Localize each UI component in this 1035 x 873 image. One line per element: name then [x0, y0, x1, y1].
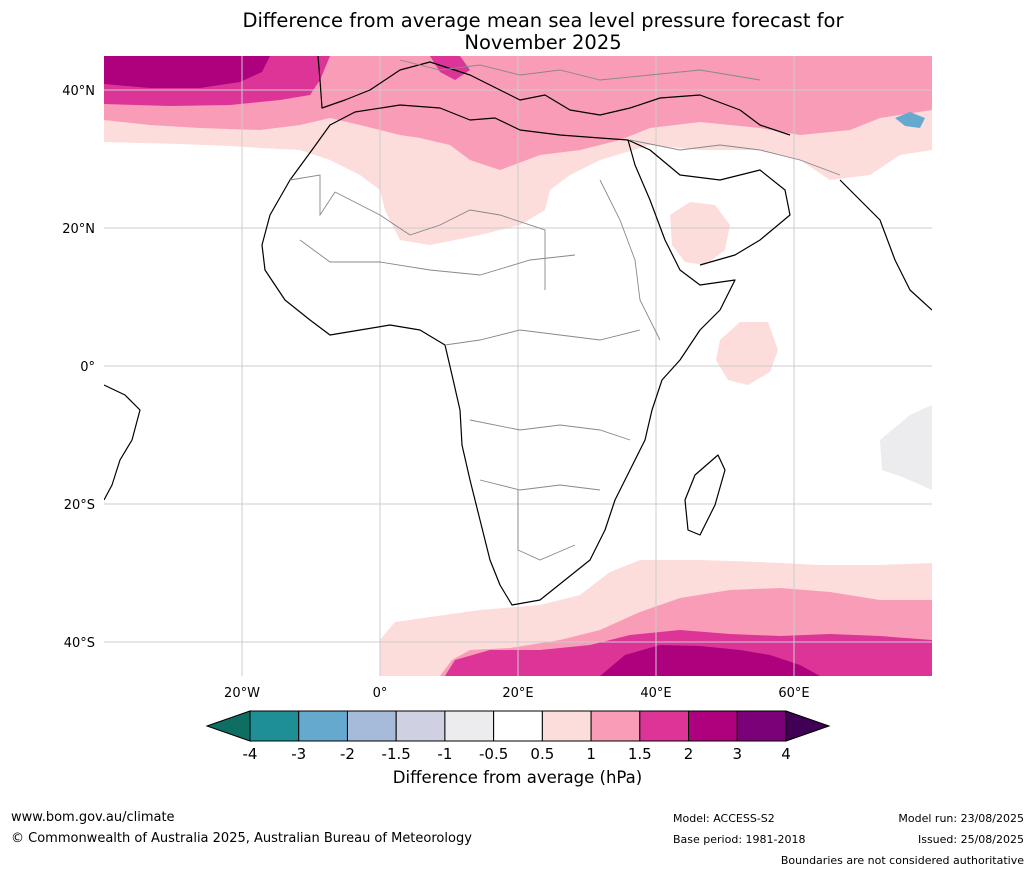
- footer-model-run: Model run: 23/08/2025: [898, 812, 1024, 825]
- border-north-africa: [334, 191, 546, 290]
- colorbar-tick-label: 1: [586, 745, 596, 763]
- anomaly-arabia-0.5: [670, 202, 730, 265]
- colorbar-segment: [590, 710, 641, 742]
- footer-url[interactable]: www.bom.gov.au/climate: [11, 810, 175, 825]
- footer-issued: Issued: 25/08/2025: [917, 833, 1024, 846]
- colorbar-labels: -4 -3 -2 -1.5 -1 -0.5 0.5 1 1.5 2 3 4: [243, 745, 791, 763]
- border-europe: [399, 59, 761, 81]
- colorbar-tick-label: 2: [684, 745, 694, 763]
- colorbar-tick-label: -2: [340, 745, 355, 763]
- title-line-1: Difference from average mean sea level p…: [242, 9, 844, 32]
- colorbar-tick-label: -1: [437, 745, 452, 763]
- colorbar-tick-label: -3: [291, 745, 306, 763]
- map-title: Difference from average mean sea level p…: [0, 10, 1035, 54]
- colorbar-segment: [541, 710, 592, 742]
- colorbar-tick-label: -0.5: [479, 745, 508, 763]
- footer-copyright: © Commonwealth of Australia 2025, Austra…: [11, 831, 472, 846]
- border-central: [444, 329, 641, 346]
- colorbar-segment: [444, 710, 495, 742]
- footer-boundaries: Boundaries are not considered authoritat…: [780, 854, 1024, 867]
- lon-label-20W: 20°W: [224, 686, 260, 701]
- colorbar-segment: [298, 710, 348, 742]
- lat-label-20S: 20°S: [64, 498, 95, 513]
- border-south-1: [469, 419, 631, 441]
- colorbar-tick-label: 1.5: [628, 745, 652, 763]
- colorbar-above-arrow: [785, 710, 831, 742]
- lon-label-0: 0°: [373, 686, 388, 701]
- colorbar-segment: [639, 710, 690, 742]
- colorbar-segment: [493, 710, 543, 742]
- arabia-coastline: [627, 139, 791, 266]
- anomaly-south-2: [600, 645, 820, 676]
- lon-label-20E: 20°E: [502, 686, 533, 701]
- title-line-2: November 2025: [464, 31, 622, 54]
- colorbar-tick-label: 0.5: [530, 745, 554, 763]
- south-america-coastline: [104, 384, 141, 501]
- border-west: [289, 174, 336, 217]
- coastlines: [104, 56, 932, 606]
- colorbar-segments: [249, 710, 787, 742]
- colorbar-segment: [249, 710, 300, 742]
- lat-label-0: 0°: [80, 360, 95, 375]
- lat-label-40S: 40°S: [64, 636, 95, 651]
- country-borders: [289, 59, 841, 561]
- colorbar-below-arrow: [205, 710, 251, 742]
- border-east: [599, 179, 661, 341]
- anomaly-indian-ocean-0.5: [716, 322, 778, 385]
- colorbar-tick-label: 4: [781, 745, 791, 763]
- gridlines: [104, 56, 932, 676]
- colorbar-segment: [395, 710, 446, 742]
- lon-label-40E: 40°E: [640, 686, 671, 701]
- border-south-2: [479, 479, 601, 491]
- footer-base-period: Base period: 1981-2018: [673, 833, 806, 846]
- colorbar: -4 -3 -2 -1.5 -1 -0.5 0.5 1 1.5 2 3 4: [205, 710, 831, 763]
- anomaly-indian-ocean-neg: [880, 405, 932, 490]
- lat-label-40N: 40°N: [62, 84, 95, 99]
- border-middle-east: [629, 139, 841, 176]
- madagascar-coastline: [684, 454, 726, 536]
- map-area: [104, 56, 932, 676]
- colorbar-segment: [346, 710, 397, 742]
- colorbar-segment: [688, 710, 738, 742]
- latitude-labels: 40°N 20°N 0° 20°S 40°S: [62, 84, 95, 651]
- colorbar-title: Difference from average (hPa): [392, 768, 643, 787]
- europe-coastline: [317, 56, 791, 136]
- colorbar-segment: [736, 710, 787, 742]
- anomaly-tibet-neg: [895, 112, 925, 128]
- colorbar-tick-label: 3: [732, 745, 742, 763]
- india-coastline: [839, 179, 932, 311]
- colorbar-tick-label: -1.5: [382, 745, 411, 763]
- footer-model: Model: ACCESS-S2: [673, 812, 775, 825]
- lon-label-60E: 60°E: [778, 686, 809, 701]
- border-south-3: [517, 490, 576, 561]
- border-sahel: [299, 239, 576, 276]
- anomaly-north-2: [104, 56, 270, 88]
- longitude-labels: 20°W 0° 20°E 40°E 60°E: [224, 686, 810, 701]
- lat-label-20N: 20°N: [62, 222, 95, 237]
- colorbar-tick-label: -4: [243, 745, 258, 763]
